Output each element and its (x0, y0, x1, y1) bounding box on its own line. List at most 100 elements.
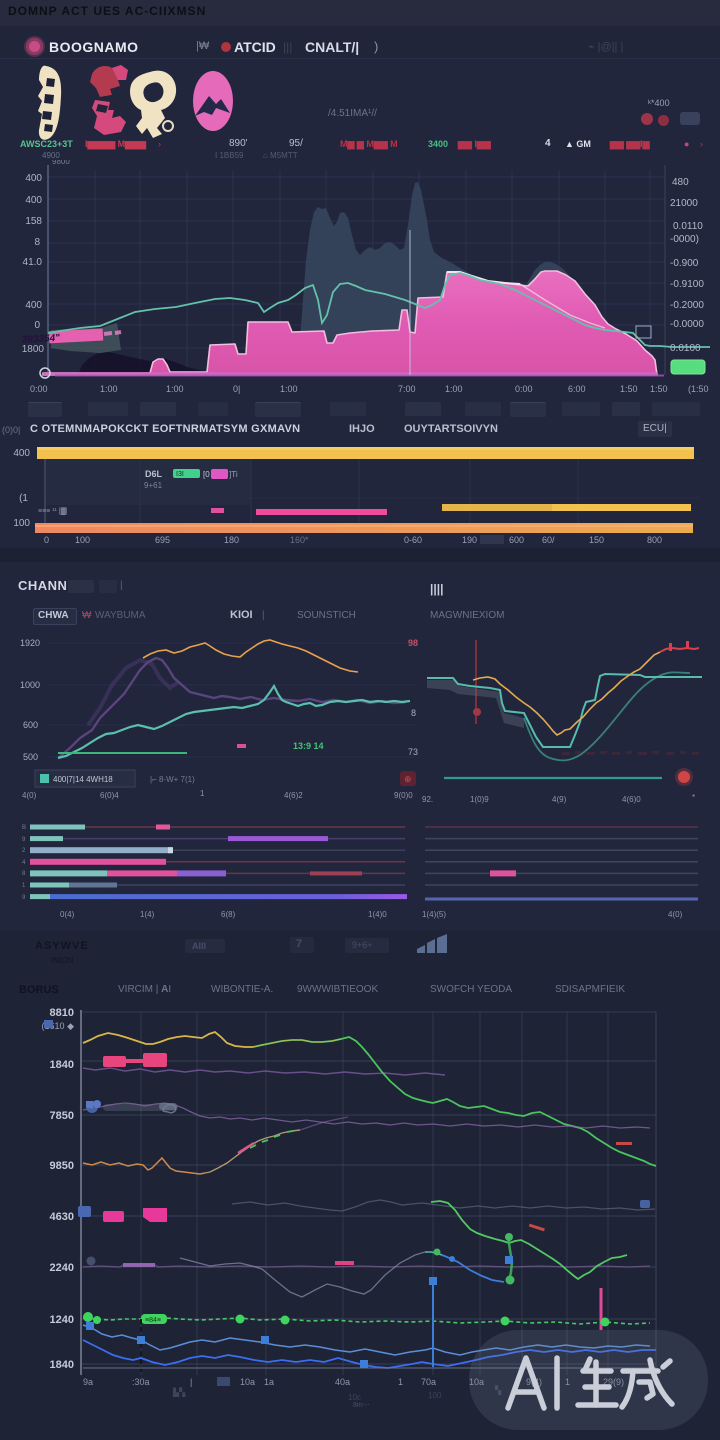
svg-text:7850: 7850 (50, 1110, 74, 1122)
svg-text:9850: 9850 (50, 1160, 74, 1172)
svg-text:100: 100 (13, 518, 30, 529)
svg-text:100: 100 (428, 1391, 442, 1400)
svg-text:1000: 1000 (20, 680, 40, 690)
svg-text:1: 1 (398, 1377, 403, 1387)
svg-text:60/: 60/ (542, 535, 555, 545)
svg-text:4(6)0: 4(6)0 (622, 795, 641, 804)
svg-text:-0.900: -0.900 (670, 258, 699, 269)
svg-text:190: 190 (462, 535, 477, 545)
svg-text:B: B (22, 825, 26, 831)
svg-text:4(6)2: 4(6)2 (284, 791, 303, 800)
svg-text:1(0)9: 1(0)9 (470, 795, 489, 804)
svg-text:9800: 9800 (52, 160, 70, 166)
svg-text:98: 98 (408, 638, 418, 648)
svg-text:(1: (1 (19, 493, 28, 504)
svg-text:*: * (692, 793, 695, 802)
svg-text:500: 500 (23, 752, 38, 762)
svg-text:1:50: 1:50 (650, 384, 668, 394)
svg-text:1: 1 (200, 789, 205, 798)
svg-text:13:9 14: 13:9 14 (293, 741, 324, 751)
svg-text:695: 695 (155, 535, 170, 545)
svg-text:1800: 1800 (22, 344, 45, 355)
svg-text:4(0): 4(0) (22, 791, 37, 800)
svg-text:480: 480 (672, 177, 689, 188)
svg-text:1(4): 1(4) (140, 910, 155, 919)
svg-text:180: 180 (224, 535, 239, 545)
svg-text:21000: 21000 (670, 198, 698, 209)
svg-text:158: 158 (25, 216, 42, 227)
svg-text:600: 600 (23, 720, 38, 730)
svg-text:≡≡≡ ¹¹ |▓|: ≡≡≡ ¹¹ |▓| (38, 507, 68, 515)
svg-text:400|7|14 4WH18: 400|7|14 4WH18 (53, 775, 113, 784)
svg-text:(1:50: (1:50 (688, 384, 709, 394)
svg-text:4(9): 4(9) (552, 795, 567, 804)
svg-text:(1610 ◆: (1610 ◆ (42, 1021, 75, 1031)
svg-text:10a: 10a (240, 1377, 255, 1387)
svg-text:70a: 70a (421, 1377, 436, 1387)
svg-text::30a: :30a (132, 1377, 150, 1387)
svg-text:4630: 4630 (50, 1211, 74, 1223)
svg-text:150: 150 (589, 535, 604, 545)
svg-text:9: 9 (22, 895, 26, 901)
svg-text:0: 0 (34, 320, 40, 331)
svg-text:0.0110: 0.0110 (673, 221, 703, 232)
svg-text:1(4)0: 1(4)0 (368, 910, 387, 919)
svg-text:41.0: 41.0 (23, 257, 43, 268)
svg-text:600: 600 (509, 535, 524, 545)
svg-text:0(4): 0(4) (60, 910, 75, 919)
svg-text:1a: 1a (264, 1377, 274, 1387)
svg-text:1240: 1240 (50, 1314, 74, 1326)
svg-text:[0: [0 (203, 470, 210, 479)
svg-text:1920: 1920 (20, 638, 40, 648)
svg-text:8m⋯: 8m⋯ (353, 1402, 370, 1409)
svg-text:2240: 2240 (50, 1262, 74, 1274)
svg-text:1840: 1840 (50, 1359, 74, 1371)
svg-text:0.0100: 0.0100 (670, 343, 701, 354)
svg-text:9+61: 9+61 (144, 481, 163, 490)
svg-text:4(0): 4(0) (668, 910, 683, 919)
svg-text:400: 400 (25, 195, 42, 206)
svg-text:800: 800 (647, 535, 662, 545)
svg-text:0: 0 (44, 535, 49, 545)
svg-text:-0.9100: -0.9100 (670, 279, 704, 290)
svg-text:1(4)(5): 1(4)(5) (422, 910, 446, 919)
svg-text:9a: 9a (83, 1377, 93, 1387)
svg-text:D6L: D6L (145, 469, 163, 479)
svg-text:▚: ▚ (494, 1385, 502, 1395)
svg-text:6(0)4: 6(0)4 (100, 791, 119, 800)
svg-text:73: 73 (408, 747, 418, 757)
svg-text:|⌐ 8-W+ 7(1): |⌐ 8-W+ 7(1) (150, 775, 195, 784)
svg-text:4: 4 (22, 860, 26, 866)
svg-text:400: 400 (25, 300, 42, 311)
svg-text:10c: 10c (348, 1393, 361, 1402)
svg-text:100: 100 (75, 535, 90, 545)
svg-text:40a: 40a (335, 1377, 350, 1387)
svg-text:0:00: 0:00 (30, 384, 48, 394)
svg-text:1:00: 1:00 (280, 384, 298, 394)
svg-text:-0000): -0000) (670, 234, 699, 245)
svg-text:≡84≡: ≡84≡ (145, 1317, 161, 1324)
svg-text:29(9): 29(9) (603, 1377, 624, 1387)
svg-text:|: | (190, 1377, 192, 1387)
svg-text:▙▚: ▙▚ (172, 1387, 186, 1397)
svg-text:0|: 0| (233, 384, 240, 394)
svg-text:6:00: 6:00 (568, 384, 586, 394)
svg-text:0-60: 0-60 (404, 535, 422, 545)
svg-text:9: 9 (22, 837, 26, 843)
svg-text:1:00: 1:00 (100, 384, 118, 394)
svg-text:-0.0000: -0.0000 (670, 319, 704, 330)
svg-text:7:00: 7:00 (398, 384, 416, 394)
svg-text:1: 1 (22, 883, 26, 889)
svg-text:]Ti: ]Ti (229, 470, 238, 479)
svg-text:8: 8 (22, 871, 26, 877)
svg-text:⊕: ⊕ (404, 774, 412, 784)
svg-text:1840: 1840 (50, 1059, 74, 1071)
svg-text:0:00: 0:00 (515, 384, 533, 394)
svg-text:1: 1 (565, 1377, 570, 1387)
svg-text:1:50: 1:50 (620, 384, 638, 394)
svg-text:92.: 92. (422, 795, 433, 804)
svg-text:1:00: 1:00 (166, 384, 184, 394)
svg-text:10a: 10a (469, 1377, 484, 1387)
svg-text:400: 400 (13, 448, 30, 459)
svg-text:8: 8 (411, 708, 416, 718)
